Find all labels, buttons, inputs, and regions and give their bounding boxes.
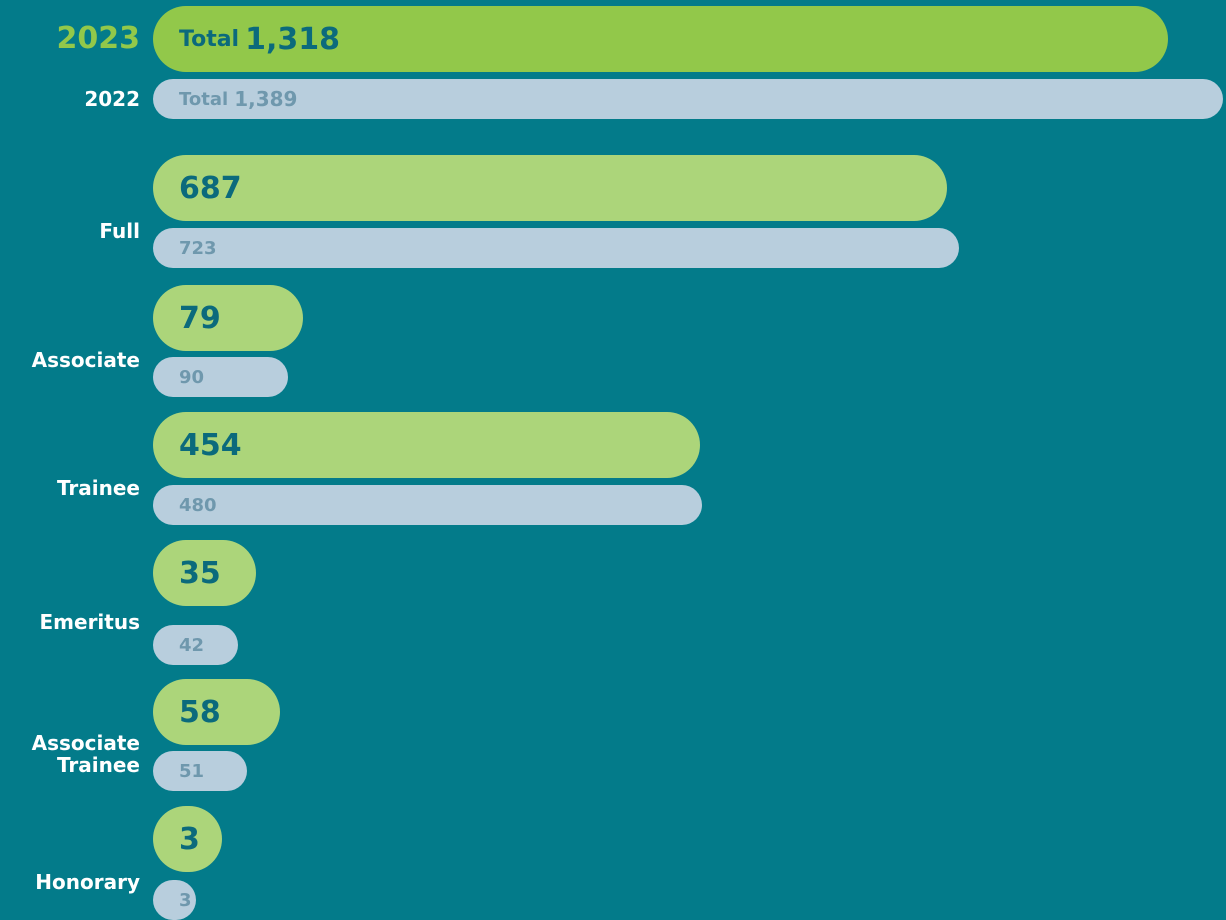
bar: 90 — [153, 357, 289, 397]
bar: 723 — [153, 228, 960, 268]
bar: 454 — [153, 412, 701, 478]
bar: 35 — [153, 540, 257, 606]
bar: 79 — [153, 285, 303, 351]
category-label: Emeritus — [39, 609, 141, 634]
category-label: Full — [99, 218, 140, 243]
bar: 58 — [153, 679, 281, 745]
bar: 687 — [153, 155, 948, 221]
category-label: Trainee — [56, 475, 140, 500]
total-value: 1,318 — [245, 21, 341, 57]
category-label: Associate Trainee — [31, 731, 140, 777]
total-value: 1,389 — [234, 87, 298, 111]
category-label: Associate — [31, 348, 140, 372]
total-bar: Total 1,318 — [153, 6, 1168, 72]
total-label: Total — [179, 88, 229, 110]
total-bar: Total 1,389 — [153, 79, 1223, 119]
series-name: 2023 — [56, 21, 141, 56]
category-label: Honorary — [35, 870, 140, 894]
bar: 42 — [153, 625, 238, 665]
bar: 3 — [153, 880, 197, 920]
bar: 51 — [153, 751, 248, 791]
bar: 3 — [153, 806, 223, 872]
bar: 480 — [153, 485, 702, 525]
series-name: 2022 — [84, 87, 140, 111]
total-label: Total — [179, 26, 240, 52]
